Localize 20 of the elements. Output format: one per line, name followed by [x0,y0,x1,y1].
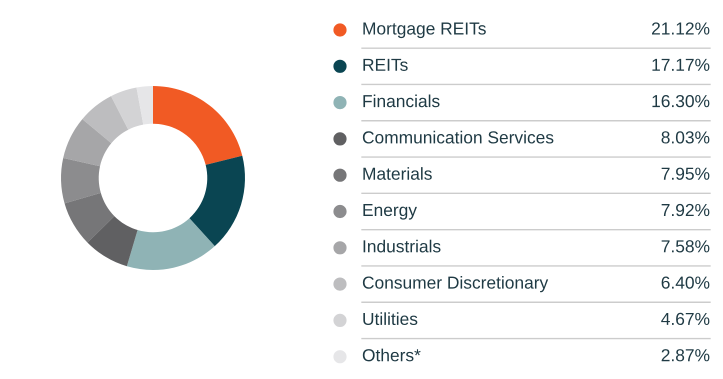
data-label: 6.40% [662,276,710,289]
data-label: 7.95% [662,168,710,180]
legend-label: Energy [363,204,417,220]
data-label: 16.30% [652,94,710,108]
legend-label: Industrials [364,240,440,252]
legend-label: Financials [363,94,440,108]
legend-label: Mortgage REITs [363,22,486,38]
legend-label: Consumer Discretionary [362,276,548,292]
legend-label: Materials [363,167,432,180]
data-label: 17.17% [652,58,710,71]
legend-label: REITs [363,58,408,71]
data-label: 21.12% [652,22,710,35]
legend-label: Utilities [363,312,418,326]
legend-label: Communication Services [362,130,554,144]
data-label: 2.87% [662,349,710,362]
data-label: 8.03% [662,131,710,144]
legend-label: Others* [362,348,421,362]
data-label: 7.92% [662,204,710,216]
data-label: 7.58% [662,240,710,252]
data-label: 4.67% [661,312,710,326]
